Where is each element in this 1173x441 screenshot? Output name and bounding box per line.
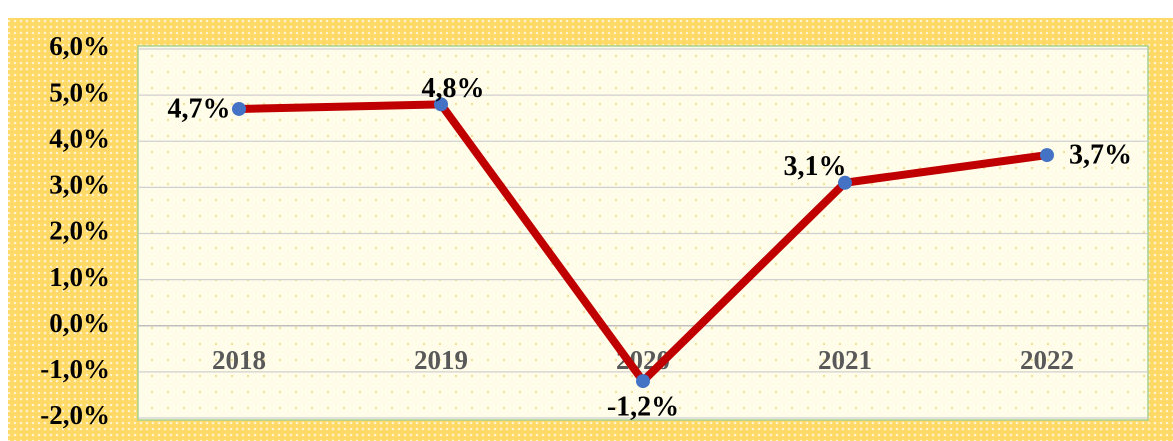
data-point [434,97,448,112]
y-tick-label: 5,0% [49,77,110,107]
data-label: 3,1% [784,151,847,182]
y-tick-label: 2,0% [49,216,110,246]
x-tick-label: 2022 [1020,345,1074,375]
y-tick-label: -1,0% [40,354,110,384]
data-point [636,374,650,389]
y-tick-label: 3,0% [49,170,110,200]
y-tick-label: -2,0% [40,400,110,430]
data-label: -1,2% [607,392,679,423]
x-tick-label: 2018 [212,345,266,375]
x-tick-label: 2021 [818,345,872,375]
x-tick-label: 2019 [414,345,468,375]
y-tick-label: 4,0% [49,123,110,153]
y-tick-label: 1,0% [49,262,110,292]
y-tick-label: 0,0% [49,308,110,338]
y-tick-label: 6,0% [49,31,110,61]
data-label: 4,8% [422,73,485,104]
data-point [232,101,246,116]
data-point [838,175,852,190]
data-label: 3,7% [1069,140,1132,171]
data-point [1040,148,1054,163]
data-label: 4,7% [168,93,231,124]
